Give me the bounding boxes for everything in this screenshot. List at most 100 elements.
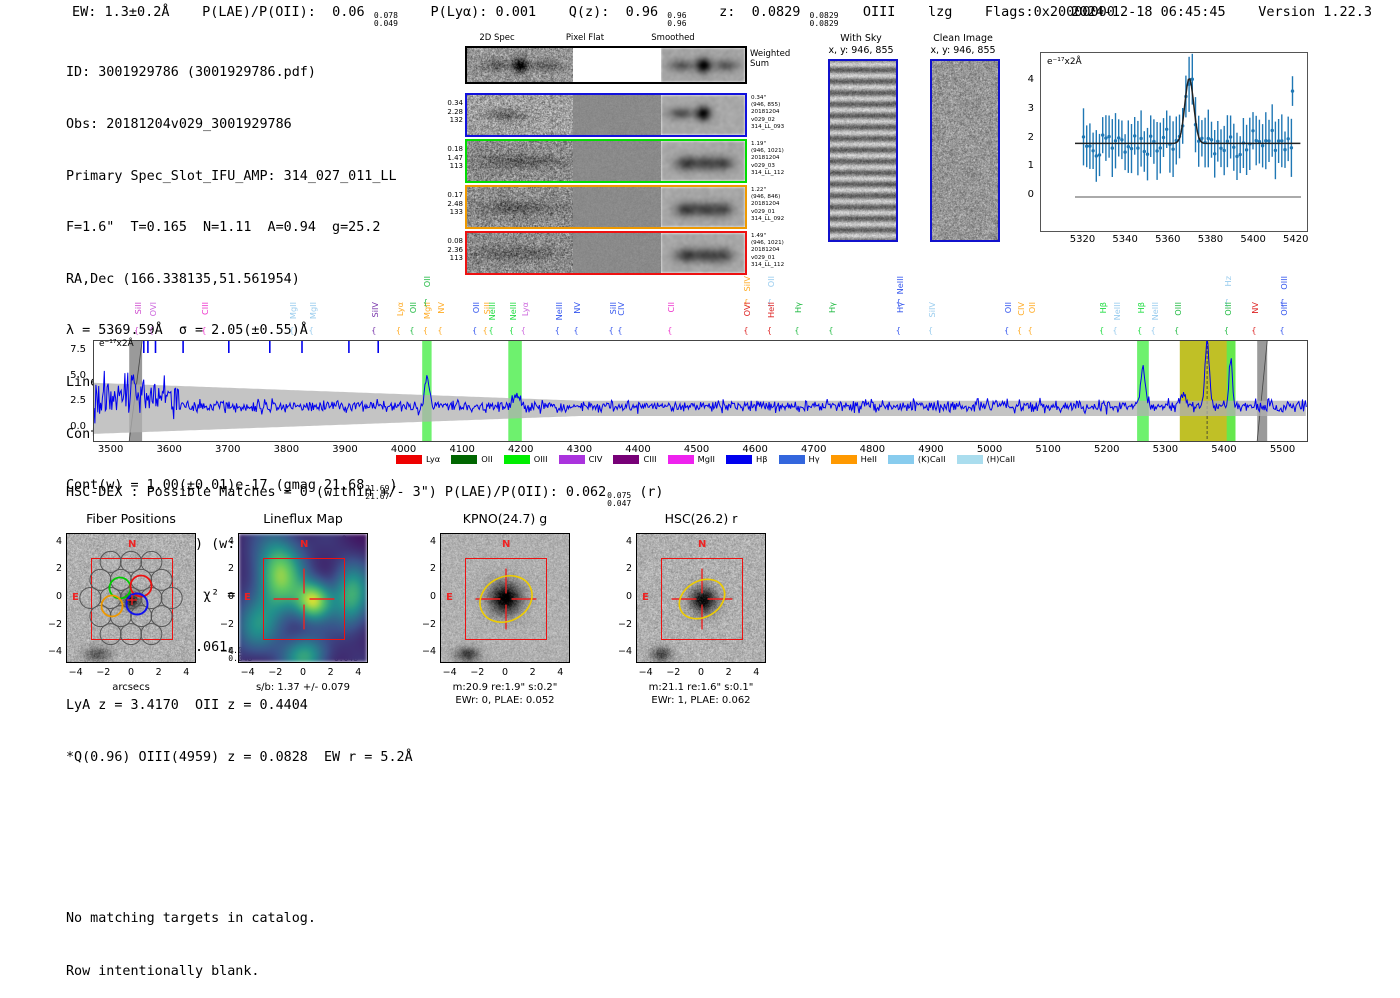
main-spectrum-panel xyxy=(93,340,1308,442)
mainspec-xtick: 5500 xyxy=(1269,444,1296,455)
header-z-value: 0.0829 xyxy=(751,4,801,20)
info-redshifts: LyA z = 3.4170 OII z = 0.4404 xyxy=(66,698,308,714)
legend-label: (K)CaII xyxy=(917,454,946,464)
emission-line-label: SiII xyxy=(132,302,143,315)
emission-line-brace: { xyxy=(482,326,488,335)
mainspec-unit-label: e⁻¹⁷x2Å xyxy=(99,339,134,349)
legend-swatch xyxy=(887,454,914,464)
main-spectrum-line-labels: SiII{OVI{CIII{MgII{MgII{SiIV{Lyα{OII{MgI… xyxy=(93,272,1308,342)
main-spectrum-xticks: 3500 3600 3700 3800 3900 4000 4100 4200 4300 4400… xyxy=(93,444,1308,460)
emission-line-brace: { xyxy=(554,326,560,335)
panel-ytick: −4 xyxy=(617,646,632,658)
spec2d-col-title-2: Smoothed xyxy=(651,33,695,43)
fiber-stats-1: 0.18 1.47 113 xyxy=(447,145,463,171)
emission-line-brace: { xyxy=(1279,326,1285,335)
header-tag: lzg xyxy=(927,4,953,20)
zoom-spectrum-svg xyxy=(1075,53,1301,198)
legend-label: OIII xyxy=(533,454,548,464)
panel-xlabel: arcsecs xyxy=(112,682,150,693)
emission-line-brace: { xyxy=(395,326,401,335)
emission-line-brace: { xyxy=(472,326,478,335)
panel-ytick: −2 xyxy=(219,618,234,630)
header-timestamp-block: 2024-12-18 06:45:45 Version 1.22.3 xyxy=(1071,4,1372,20)
emission-line-brace: { xyxy=(828,326,834,335)
panel-ytick: −4 xyxy=(421,646,436,658)
panel-overlay xyxy=(671,568,733,630)
panel-xtick: 2 xyxy=(529,667,536,678)
emission-line-brace: { xyxy=(520,326,526,335)
emission-line-brace: { xyxy=(289,326,295,335)
zoomspec-ytick: 4 xyxy=(1027,74,1034,86)
header-qz-value: 0.96 xyxy=(625,4,659,20)
panel-xtick: 0 xyxy=(299,667,307,678)
emission-line-label: OIII xyxy=(1278,276,1289,290)
emission-line-brace: { xyxy=(1027,326,1033,335)
fiber-cutout-row xyxy=(465,185,747,229)
image-panel-title: Fiber Positions xyxy=(86,511,176,526)
panel-caption-2: EWr: 1, PLAE: 0.062 xyxy=(651,695,751,706)
panel-ytick: 4 xyxy=(625,535,632,547)
emission-line-label: NeIII xyxy=(894,276,905,295)
panel-ytick: 4 xyxy=(429,535,436,547)
mainspec-xtick: 3500 xyxy=(97,444,124,455)
emission-line-label: CII xyxy=(666,302,677,313)
emission-line-brace: { xyxy=(573,326,579,335)
aperture-box xyxy=(660,557,744,641)
compass-n: N xyxy=(128,539,137,550)
legend-item: (K)CaII xyxy=(887,454,946,464)
info-id: ID: 3001929786 (3001929786.pdf) xyxy=(66,65,316,81)
legend-item: OII xyxy=(451,454,493,464)
info-cont-w: Cont(w) = 1.00(±0.01)e-17 (gmag 21.68 21.… xyxy=(66,478,398,502)
mainspec-xtick: 4300 xyxy=(566,444,593,455)
header-z-label: z: xyxy=(719,4,736,20)
spec2d-cutout-block: 2D Spec Pixel Flat Smoothed Weighted Sum 0.34… xyxy=(437,33,790,275)
emission-line-label: Hγ xyxy=(894,302,905,314)
header-flags: Flags:0x20000000 xyxy=(984,4,1115,20)
header-qz-label: Q(z): xyxy=(568,4,610,20)
panel-xtick: −4 xyxy=(68,667,83,678)
mainspec-xtick: 5400 xyxy=(1211,444,1237,455)
mainspec-xtick: 4400 xyxy=(625,444,651,455)
panel-ytick: −2 xyxy=(421,618,436,630)
panel-caption-2: EWr: 0, PLAE: 0.052 xyxy=(455,695,555,706)
legend-swatch xyxy=(558,454,585,464)
fiber-stats-2: 0.17 2.48 133 xyxy=(447,191,463,217)
panel-xtick: −2 xyxy=(96,667,111,678)
zoomspec-xtick: 5400 xyxy=(1240,234,1266,245)
emission-line-brace: { xyxy=(1223,326,1229,335)
main-spectrum-yticks: 0.0 2.5 5.0 7.5 xyxy=(60,336,92,446)
legend-label: (H)CaII xyxy=(986,454,1016,464)
emission-line-label: Lyα xyxy=(519,302,530,317)
legend-item: CIII xyxy=(613,454,657,464)
panel-xtick: −2 xyxy=(470,667,485,678)
bottom-note-line1: No matching targets in catalog. xyxy=(66,911,316,926)
panel-xtick: 4 xyxy=(557,667,564,678)
legend-swatch xyxy=(956,454,983,464)
header-plae-value: 0.06 xyxy=(332,4,365,20)
emission-line-label: MgII xyxy=(307,302,318,320)
emission-line-label: NeIII xyxy=(553,302,564,321)
fiber-cutout-row xyxy=(465,139,747,183)
emission-line-brace: { xyxy=(617,326,623,335)
version-label: Version 1.22.3 xyxy=(1258,4,1372,20)
legend-label: Hγ xyxy=(808,454,820,464)
zoomspec-xtick: 5340 xyxy=(1112,234,1138,245)
sky-image-0 xyxy=(828,59,898,242)
emission-line-brace: { xyxy=(1174,326,1180,335)
emission-line-brace: { xyxy=(409,326,415,335)
mainspec-xtick: 5100 xyxy=(1035,444,1061,455)
image-panel-3: HSC(26.2) r N E −4 −4 −2 −2 0 0 2 2 4 4 m:21.1 re:1.6… xyxy=(618,511,766,706)
header-plya: P(Lyα): 0.001 xyxy=(430,4,537,20)
mainspec-xtick: 4500 xyxy=(683,444,710,455)
emission-line-brace: { xyxy=(743,298,749,307)
info-seeing: F=1.6" T=0.165 N=1.11 A=0.94 g=25.2 xyxy=(66,220,381,236)
emission-line-brace: { xyxy=(895,298,901,307)
emission-line-label: Hγ xyxy=(827,302,838,314)
zoomspec-ytick: 2 xyxy=(1027,131,1034,143)
emission-line-brace: { xyxy=(794,326,800,335)
emission-line-label: CIV xyxy=(1016,302,1027,316)
emission-line-label: OIII xyxy=(1222,302,1233,316)
mainspec-ytick: 2.5 xyxy=(70,395,86,407)
